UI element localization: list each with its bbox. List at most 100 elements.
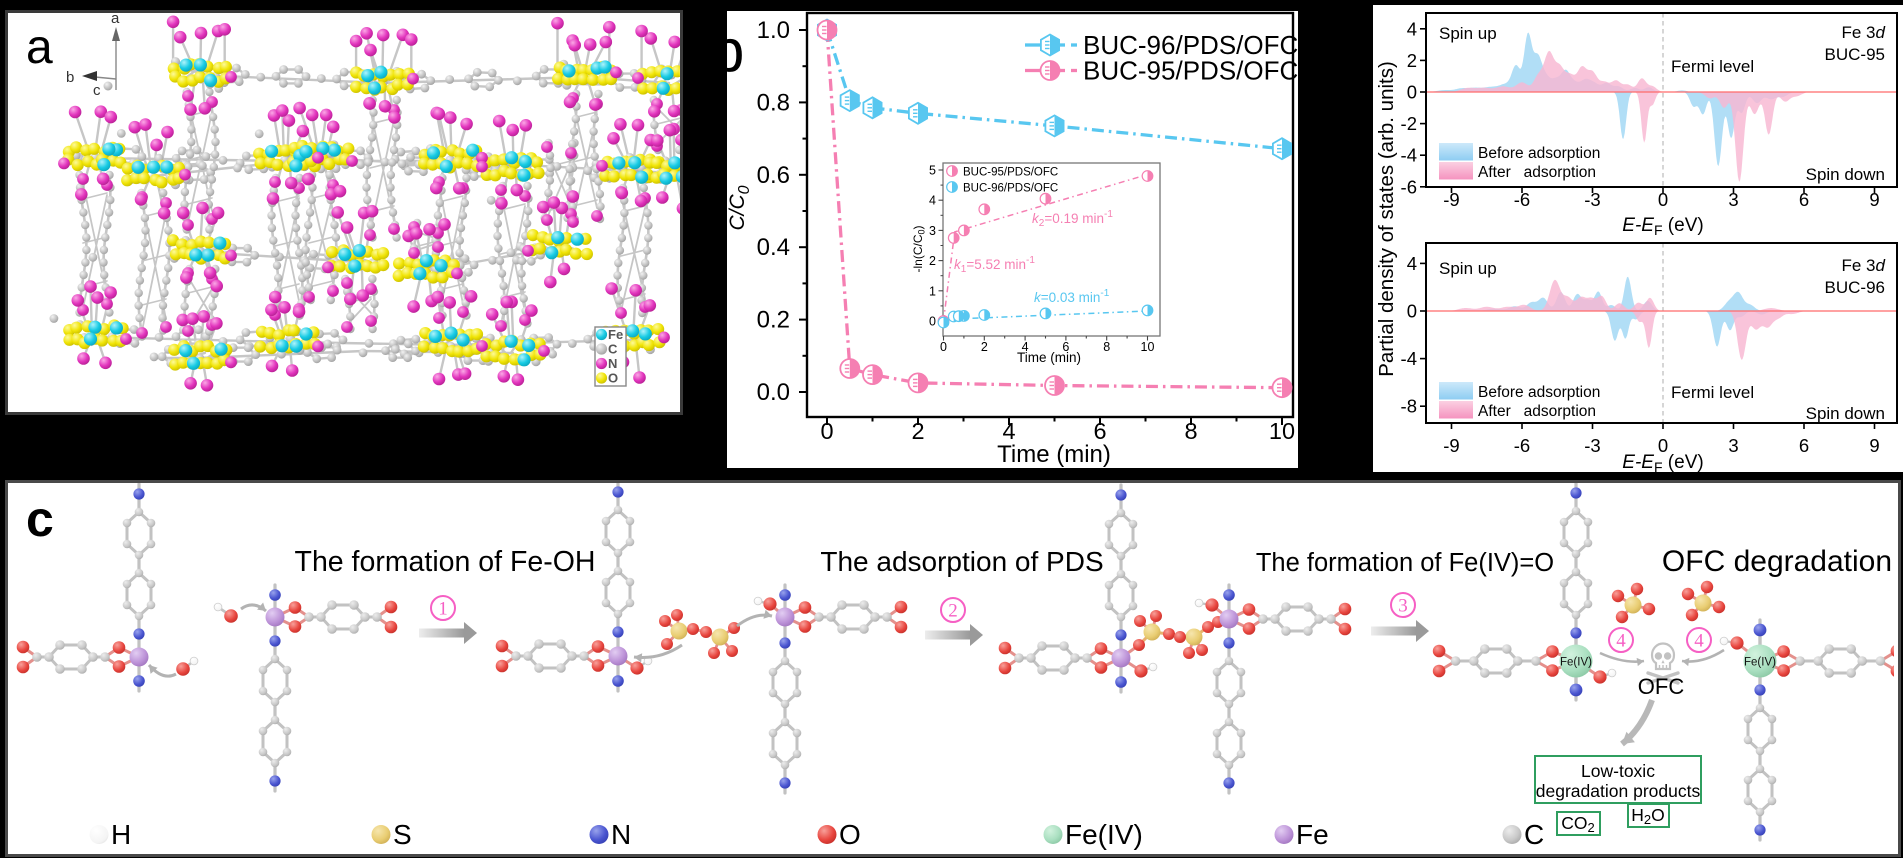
- svg-text:-3: -3: [1584, 189, 1600, 210]
- svg-text:-3: -3: [1584, 435, 1600, 456]
- svg-text:Spin down: Spin down: [1806, 404, 1885, 423]
- svg-text:-9: -9: [1443, 189, 1459, 210]
- svg-text:After adsorption: After adsorption: [1478, 403, 1596, 420]
- svg-text:0: 0: [820, 418, 833, 444]
- svg-text:BUC-96/PDS/OFC: BUC-96/PDS/OFC: [1083, 30, 1298, 60]
- svg-text:C/C0: C/C0: [727, 185, 753, 230]
- svg-text:9: 9: [1869, 435, 1879, 456]
- svg-text:5: 5: [929, 164, 936, 178]
- svg-text:10: 10: [1269, 418, 1295, 444]
- svg-text:Spin down: Spin down: [1806, 165, 1885, 184]
- svg-text:k2=0.19 min-1: k2=0.19 min-1: [1032, 209, 1113, 229]
- svg-text:4: 4: [1022, 340, 1029, 354]
- svg-text:BUC-95: BUC-95: [1825, 45, 1885, 64]
- svg-text:Fermi level: Fermi level: [1671, 383, 1754, 402]
- svg-text:0: 0: [1407, 301, 1417, 322]
- svg-text:k=0.03 min-1: k=0.03 min-1: [1034, 288, 1110, 305]
- svg-text:BUC-95/PDS/OFC: BUC-95/PDS/OFC: [963, 167, 1058, 179]
- svg-text:1: 1: [929, 284, 936, 298]
- svg-text:After adsorption: After adsorption: [1478, 164, 1596, 181]
- svg-text:0.0: 0.0: [757, 379, 790, 406]
- svg-text:-6: -6: [1514, 189, 1530, 210]
- svg-text:-4: -4: [1401, 348, 1417, 369]
- svg-text:-ln(C/C0): -ln(C/C0): [911, 225, 927, 272]
- svg-text:-2: -2: [1401, 113, 1417, 134]
- svg-text:-6: -6: [1514, 435, 1530, 456]
- svg-text:Fe: Fe: [608, 327, 623, 342]
- svg-text:2: 2: [948, 601, 958, 622]
- svg-text:0.4: 0.4: [757, 234, 790, 261]
- svg-text:BUC-96/PDS/OFC: BUC-96/PDS/OFC: [963, 183, 1058, 195]
- svg-text:4: 4: [929, 194, 936, 208]
- svg-text:degradation products: degradation products: [1536, 781, 1701, 801]
- svg-text:6: 6: [1062, 340, 1069, 354]
- svg-text:N: N: [608, 356, 617, 371]
- svg-text:-8: -8: [1401, 396, 1417, 417]
- svg-text:3: 3: [929, 224, 936, 238]
- svg-text:Partial density of states (arb: Partial density of states (arb. units): [1375, 61, 1398, 377]
- svg-text:Fe(IV): Fe(IV): [1744, 657, 1776, 669]
- svg-text:0.6: 0.6: [757, 162, 790, 189]
- svg-text:The formation of Fe(IV)=O: The formation of Fe(IV)=O: [1256, 549, 1554, 577]
- svg-text:4: 4: [1407, 253, 1417, 274]
- svg-text:2: 2: [981, 340, 988, 354]
- svg-text:OFC: OFC: [1638, 674, 1685, 699]
- svg-text:6: 6: [1093, 418, 1106, 444]
- svg-text:Spin up: Spin up: [1439, 259, 1497, 278]
- svg-text:3: 3: [1398, 596, 1408, 617]
- svg-text:The formation of Fe-OH: The formation of Fe-OH: [295, 546, 596, 578]
- svg-text:E-EF (eV): E-EF (eV): [1622, 215, 1703, 238]
- svg-text:b: b: [727, 17, 744, 84]
- svg-text:H2O: H2O: [1631, 805, 1665, 827]
- svg-text:2: 2: [929, 254, 936, 268]
- svg-text:E-EF (eV): E-EF (eV): [1622, 452, 1703, 472]
- svg-text:-9: -9: [1443, 435, 1459, 456]
- svg-text:OFC degradation: OFC degradation: [1662, 545, 1892, 578]
- svg-text:0: 0: [940, 340, 947, 354]
- svg-text:0.2: 0.2: [757, 307, 790, 334]
- svg-text:BUC-95/PDS/OFC: BUC-95/PDS/OFC: [1083, 56, 1298, 86]
- svg-text:b: b: [66, 69, 74, 86]
- svg-text:6: 6: [1799, 189, 1809, 210]
- svg-text:-6: -6: [1401, 176, 1417, 197]
- svg-text:Before adsorption: Before adsorption: [1478, 384, 1600, 401]
- svg-text:4: 4: [1616, 631, 1626, 652]
- svg-text:Fe(IV): Fe(IV): [1065, 819, 1143, 850]
- svg-text:Time (min): Time (min): [997, 441, 1111, 468]
- svg-text:Fe(IV): Fe(IV): [1560, 657, 1592, 669]
- svg-text:0: 0: [1407, 82, 1417, 103]
- svg-text:8: 8: [1184, 418, 1197, 444]
- svg-text:Time (min): Time (min): [1017, 350, 1081, 365]
- svg-text:4: 4: [1407, 18, 1417, 39]
- svg-text:4: 4: [1694, 631, 1704, 652]
- svg-text:CO2: CO2: [1561, 813, 1594, 835]
- svg-text:c: c: [93, 82, 101, 99]
- svg-text:k1=5.52 min-1: k1=5.52 min-1: [954, 255, 1035, 275]
- svg-text:0: 0: [1658, 435, 1668, 456]
- svg-text:Spin up: Spin up: [1439, 24, 1497, 43]
- svg-text:BUC-96: BUC-96: [1825, 278, 1885, 297]
- svg-text:Fe 3d: Fe 3d: [1842, 256, 1886, 275]
- svg-text:Fe 3d: Fe 3d: [1842, 23, 1886, 42]
- svg-text:8: 8: [1103, 340, 1110, 354]
- svg-text:O: O: [608, 371, 618, 386]
- svg-text:Before adsorption: Before adsorption: [1478, 145, 1600, 162]
- svg-text:3: 3: [1728, 189, 1738, 210]
- svg-text:S: S: [393, 819, 412, 850]
- svg-text:1.0: 1.0: [757, 17, 790, 44]
- svg-text:6: 6: [1799, 435, 1809, 456]
- svg-text:a: a: [26, 21, 53, 74]
- svg-text:0: 0: [929, 315, 936, 329]
- svg-text:The adsorption of PDS: The adsorption of PDS: [820, 546, 1103, 577]
- svg-text:H: H: [111, 819, 131, 850]
- svg-text:0: 0: [1658, 189, 1668, 210]
- svg-text:3: 3: [1728, 435, 1738, 456]
- svg-text:Fe: Fe: [1296, 819, 1329, 850]
- svg-text:9: 9: [1869, 189, 1879, 210]
- svg-text:C: C: [608, 342, 618, 357]
- svg-text:c: c: [26, 491, 54, 547]
- svg-text:a: a: [111, 13, 120, 27]
- svg-text:10: 10: [1141, 340, 1155, 354]
- svg-text:N: N: [611, 819, 631, 850]
- svg-text:0.8: 0.8: [757, 89, 790, 116]
